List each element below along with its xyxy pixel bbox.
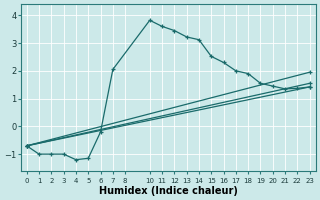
X-axis label: Humidex (Indice chaleur): Humidex (Indice chaleur) bbox=[99, 186, 238, 196]
